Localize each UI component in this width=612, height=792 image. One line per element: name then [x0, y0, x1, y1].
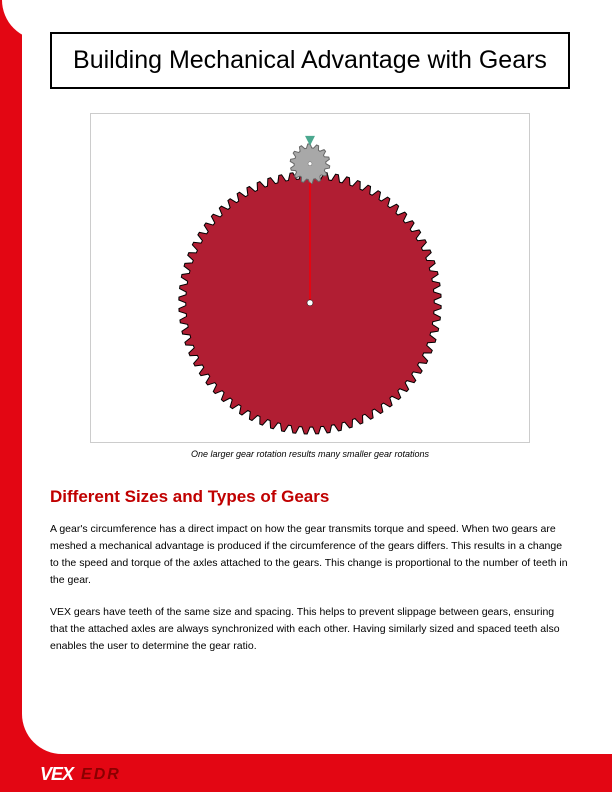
- paragraph-1: A gear's circumference has a direct impa…: [50, 521, 570, 590]
- page-content: Building Mechanical Advantage with Gears…: [50, 32, 570, 670]
- footer-bar: VEX EDR: [0, 754, 612, 792]
- title-box: Building Mechanical Advantage with Gears: [50, 32, 570, 89]
- gear-diagram-svg: [91, 114, 529, 442]
- page-title: Building Mechanical Advantage with Gears: [72, 44, 548, 77]
- footer-curve: [22, 714, 62, 754]
- vex-logo: VEX: [40, 764, 73, 785]
- left-accent-stripe: [0, 0, 22, 792]
- edr-logo: EDR: [81, 766, 121, 784]
- section-heading: Different Sizes and Types of Gears: [50, 487, 570, 507]
- paragraph-2: VEX gears have teeth of the same size an…: [50, 604, 570, 656]
- logo-area: VEX EDR: [40, 764, 121, 785]
- gear-figure: [90, 113, 530, 443]
- figure-caption: One larger gear rotation results many sm…: [50, 449, 570, 459]
